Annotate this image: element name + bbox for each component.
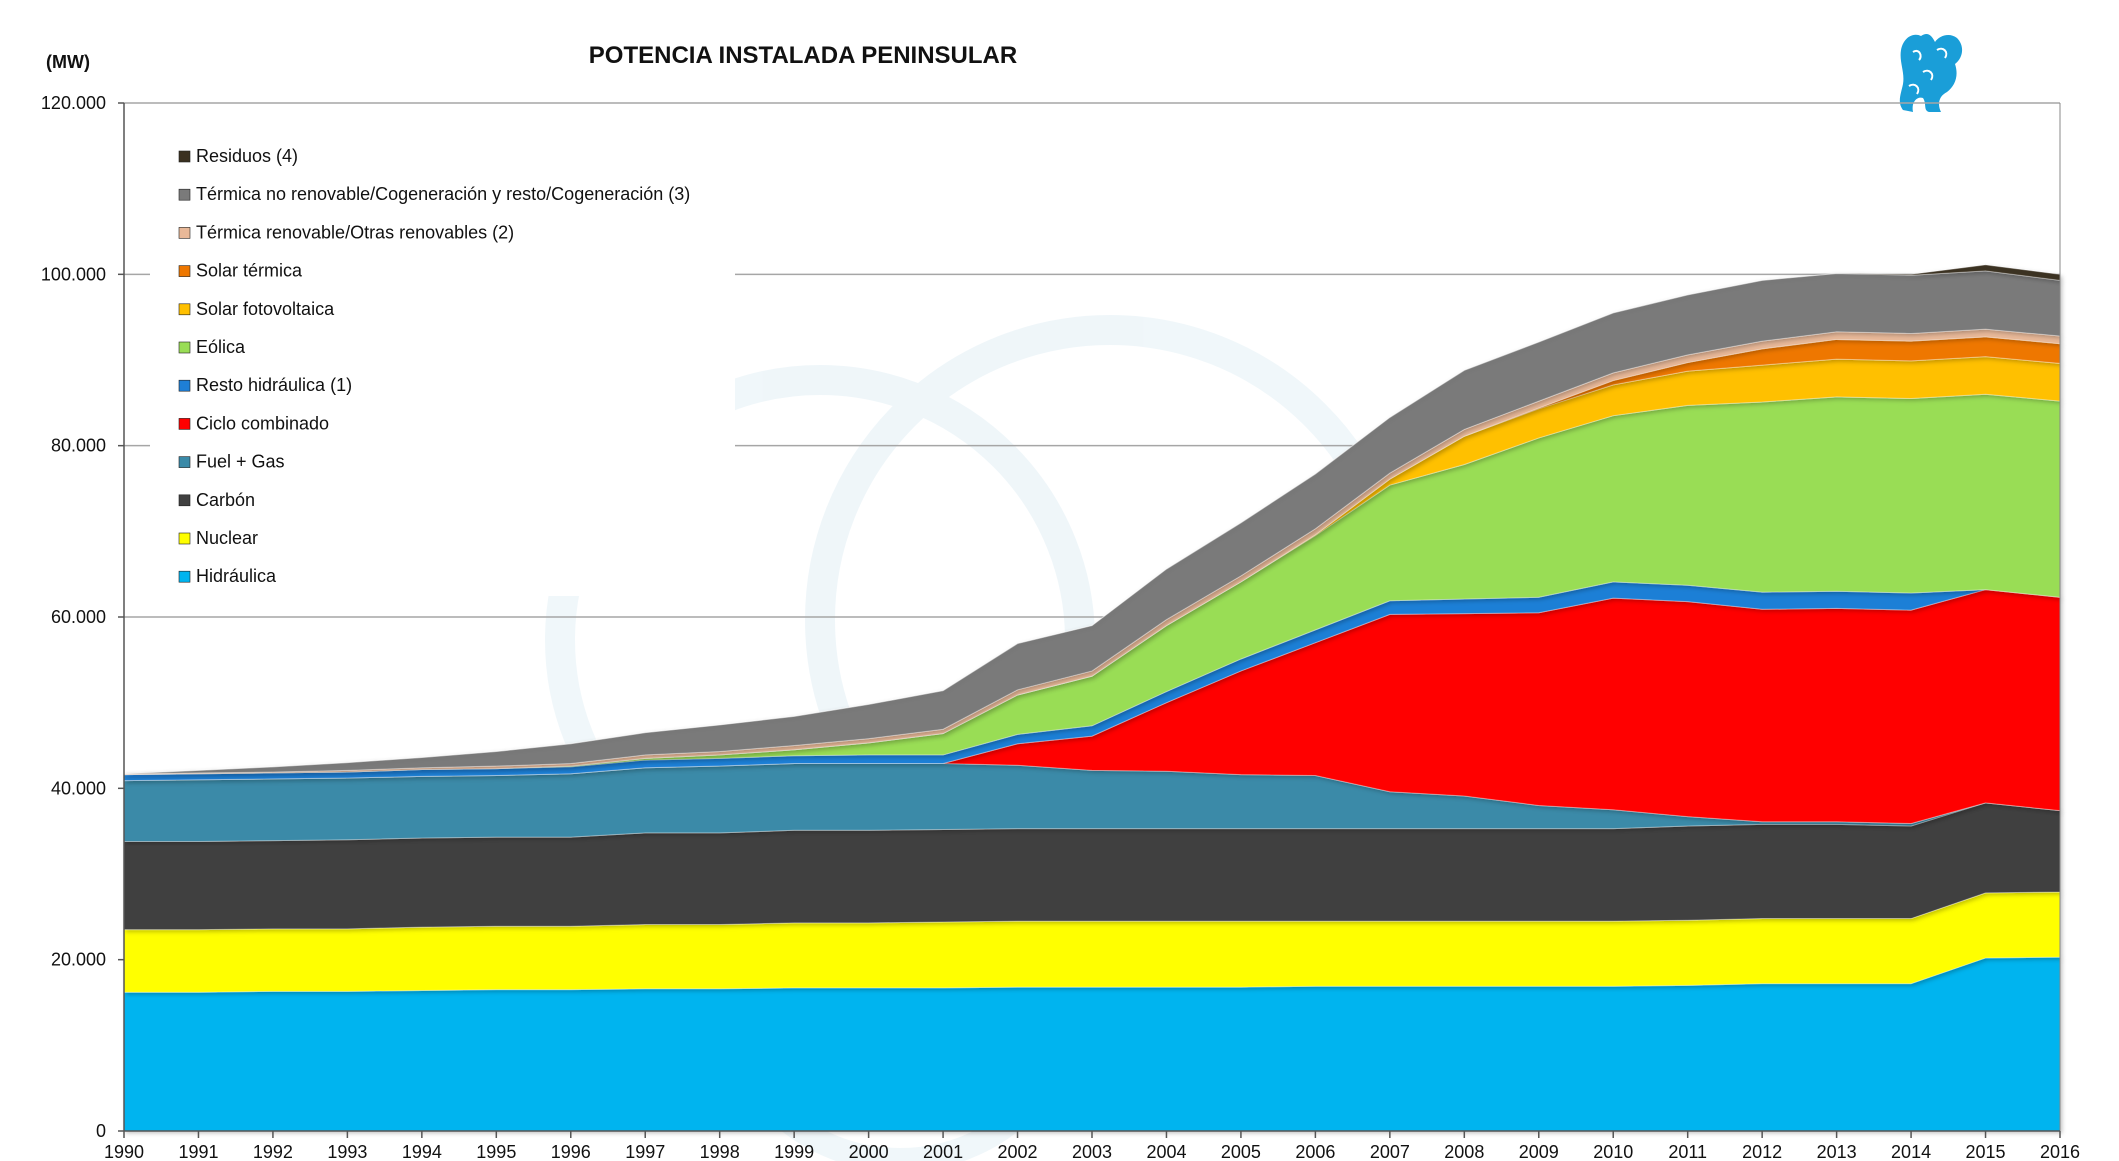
y-tick-label-1: 20.000: [51, 950, 106, 970]
legend-label-10: Carbón: [196, 490, 255, 510]
legend-swatch-11: [178, 532, 191, 545]
x-tick-label-12: 2002: [998, 1142, 1038, 1161]
x-tick-label-23: 2013: [1817, 1142, 1857, 1161]
legend-label-2: Térmica no renovable/Cogeneración y rest…: [196, 184, 690, 204]
x-tick-label-14: 2004: [1146, 1142, 1186, 1161]
x-tick-label-26: 2016: [2040, 1142, 2080, 1161]
legend-swatch-3: [178, 227, 191, 239]
griffin-logo-icon: [1899, 34, 1963, 112]
axes: 0 20.000 40.000 60.000 80.000 100.000 120.000 1…: [41, 93, 2080, 1161]
legend-swatch-7: [178, 379, 191, 392]
y-tick-label-0: 0: [96, 1121, 106, 1141]
legend-label-3: Térmica renovable/Otras renovables (2): [196, 222, 514, 242]
legend-label-5: Solar fotovoltaica: [196, 299, 335, 319]
y-tick-label-3: 60.000: [51, 607, 106, 627]
y-unit-label: (MW): [46, 52, 90, 72]
y-tick-label-6: 120.000: [41, 93, 106, 113]
legend-label-1: Residuos (4): [196, 146, 298, 166]
legend-swatch-1: [178, 150, 191, 163]
x-tick-label-20: 2010: [1593, 1142, 1633, 1161]
legend-label-8: Ciclo combinado: [196, 413, 329, 433]
legend-label-11: Nuclear: [196, 528, 258, 548]
x-tick-label-19: 2009: [1519, 1142, 1559, 1161]
legend-label-6: Eólica: [196, 337, 246, 357]
x-tick-label-0: 1990: [104, 1142, 144, 1161]
x-tick-label-24: 2014: [1891, 1142, 1931, 1161]
legend-swatch-5: [178, 303, 191, 316]
y-tick-label-4: 80.000: [51, 436, 106, 456]
legend-swatch-2: [178, 188, 191, 201]
x-tick-label-4: 1994: [402, 1142, 442, 1161]
legend-label-4: Solar térmica: [196, 261, 303, 281]
x-tick-label-21: 2011: [1668, 1142, 1707, 1161]
x-tick-label-15: 2005: [1221, 1142, 1261, 1161]
x-tick-label-25: 2015: [1966, 1142, 2006, 1161]
legend-label-12: Hidráulica: [196, 566, 277, 586]
x-tick-label-5: 1995: [476, 1142, 516, 1161]
legend-swatch-9: [178, 456, 191, 468]
x-tick-label-18: 2008: [1444, 1142, 1484, 1161]
x-tick-label-8: 1998: [700, 1142, 740, 1161]
legend-background: [150, 136, 735, 596]
x-tick-label-11: 2001: [923, 1142, 963, 1161]
y-tick-label-2: 40.000: [51, 778, 106, 798]
chart-title: POTENCIA INSTALADA PENINSULAR: [589, 42, 1017, 69]
y-tick-label-5: 100.000: [41, 264, 106, 284]
legend-swatch-8: [178, 418, 191, 430]
x-tick-label-13: 2003: [1072, 1142, 1112, 1161]
x-tick-label-7: 1997: [625, 1142, 665, 1161]
legend-swatch-10: [178, 494, 191, 507]
x-tick-label-3: 1993: [327, 1142, 367, 1161]
x-tick-label-2: 1992: [253, 1142, 293, 1161]
x-tick-label-9: 1999: [774, 1142, 814, 1161]
x-tick-label-16: 2006: [1295, 1142, 1335, 1161]
x-tick-label-10: 2000: [849, 1142, 889, 1161]
legend-label-9: Fuel + Gas: [196, 452, 285, 472]
x-tick-label-22: 2012: [1742, 1142, 1782, 1161]
legend-swatch-6: [178, 341, 191, 354]
stacked-areas: [123, 264, 2061, 1132]
x-tick-label-6: 1996: [551, 1142, 591, 1161]
x-tick-label-17: 2007: [1370, 1142, 1410, 1161]
legend-swatch-4: [178, 265, 191, 277]
legend-swatch-12: [178, 570, 191, 583]
legend-label-7: Resto hidráulica (1): [196, 375, 352, 395]
legend: Residuos (4) Térmica no renovable/Cogener…: [178, 146, 690, 586]
x-tick-label-1: 1991: [178, 1142, 218, 1161]
